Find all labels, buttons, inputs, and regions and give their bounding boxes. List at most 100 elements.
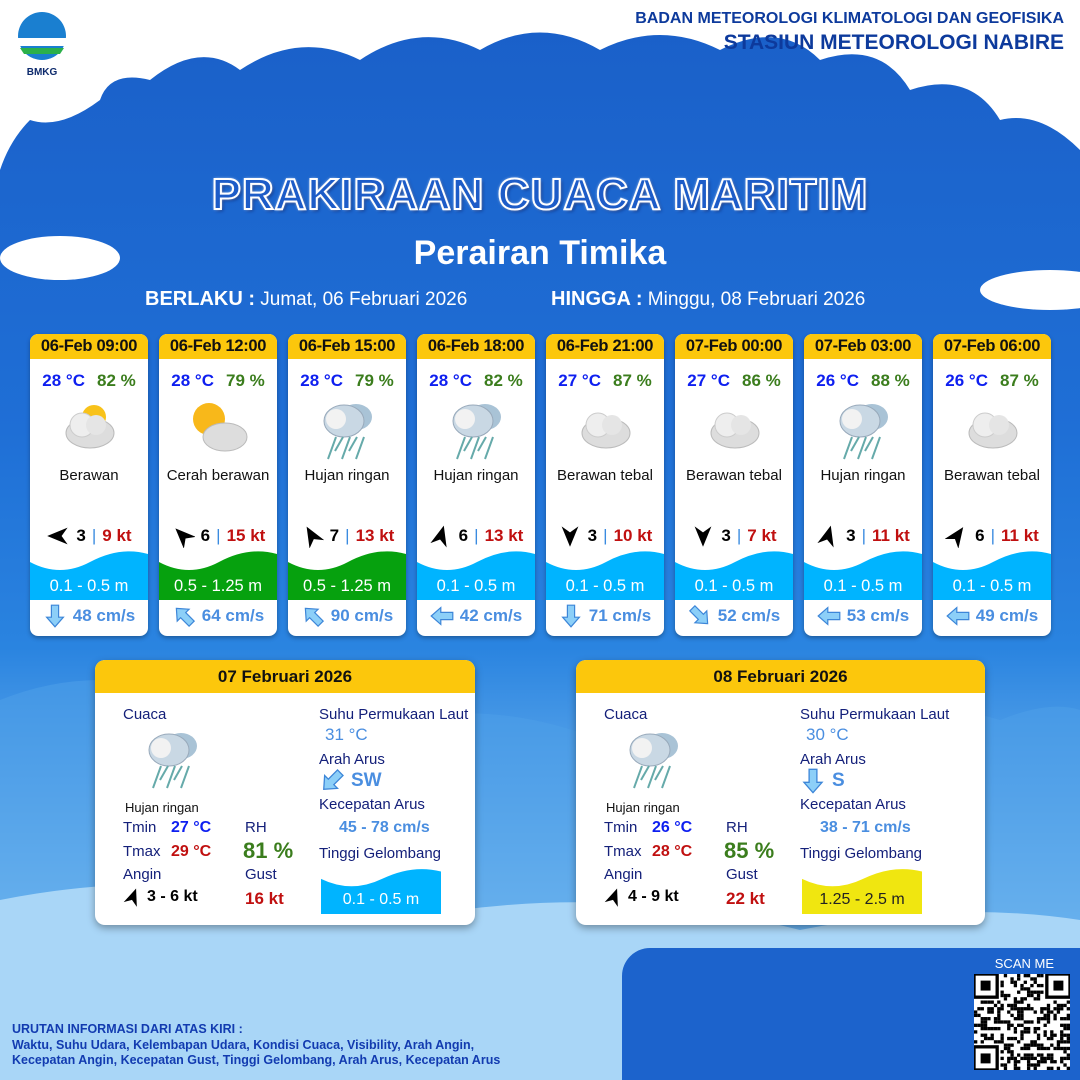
daily-wave: 0.1 - 0.5 m [321,866,441,914]
gust-speed: 15 kt [226,526,266,545]
current-speed-range: 38 - 71 cm/s [820,819,911,836]
agency-name: BADAN METEOROLOGI KLIMATOLOGI DAN GEOFIS… [635,10,1064,27]
wind-direction-icon [561,526,579,547]
tmax-label: Tmax [123,843,161,860]
humidity: 82 % [96,371,136,390]
air-temperature: 28 °C [429,371,472,390]
page-title: PRAKIRAAN CUACA MARITIM [211,169,869,220]
current-speed-range: 45 - 78 cm/s [339,819,430,836]
forecast-time: 07-Feb 06:00 [933,334,1051,359]
wave-height: 0.1 - 0.5 m [417,548,535,600]
humidity: 79 % [225,371,265,390]
humidity: 87 % [612,371,652,390]
current-speed: 90 cm/s [330,606,394,625]
current-dir-label: Arah Arus [319,751,385,768]
current-direction-icon [946,606,970,626]
wave-height-value: 0.1 - 0.5 m [823,577,903,595]
current-speed: 52 cm/s [717,606,781,625]
current-dir-label: Arah Arus [800,751,866,768]
daily-summary: 07 Februari 2026 Cuaca Hujan ringan Tmin… [95,660,475,925]
gust-speed: 9 kt [102,526,132,545]
wave-height-value: 0.5 - 1.25 m [173,577,263,595]
air-temperature: 28 °C [171,371,214,390]
gust-value: 22 kt [726,889,765,908]
weather-label: Cuaca [123,706,167,723]
current-direction-icon [175,607,195,628]
partly-cloudy-sun-icon [65,405,115,449]
footer-legend: URUTAN INFORMASI DARI ATAS KIRI : Waktu,… [12,1022,500,1069]
daily-condition: Hujan ringan [125,800,199,815]
daily-wave: 1.25 - 2.5 m [802,866,922,914]
rh-value: 81 % [243,838,294,863]
rh-label: RH [726,819,748,836]
tmin-label: Tmin [604,819,638,836]
weather-condition: Hujan ringan [820,467,906,484]
humidity: 88 % [870,371,910,390]
wave-shape [804,551,922,600]
humidity: 87 % [999,371,1039,390]
tmin-label: Tmin [123,819,157,836]
wave-shape [933,551,1051,600]
rain-cloud-icon [323,404,372,460]
forecast-card: 07-Feb 00:00 27 °C 86 % Berawan tebal 3 | 7… [675,334,793,636]
gust-speed: 7 kt [747,526,777,545]
wind-direction-icon [817,525,834,548]
daily-summary: 08 Februari 2026 Cuaca Hujan ringan Tmin… [576,660,985,925]
wind-speed: 6 [200,526,211,545]
wind-direction-icon [175,528,195,548]
current-direction-icon [45,604,65,628]
wave-height: 0.1 - 0.5 m [804,548,922,600]
air-temperature: 27 °C [687,371,730,390]
tmax-value: 28 °C [652,843,693,860]
current-direction-icon [561,604,581,628]
rh-label: RH [245,819,267,836]
rh-value: 85 % [724,838,775,863]
air-temperature: 28 °C [300,371,343,390]
logo-text: BMKG [26,67,58,78]
sun-cloud-icon [193,403,248,452]
forecast-time: 06-Feb 21:00 [546,334,664,359]
cloud-icon [710,412,760,449]
forecast-card: 06-Feb 09:00 28 °C 82 % Berawan 3 | 9 kt 0.… [30,334,148,636]
rain-cloud-icon [452,404,501,460]
forecast-card: 06-Feb 18:00 28 °C 82 % Hujan ringan 6 | 13… [417,334,535,636]
forecast-time: 07-Feb 03:00 [804,334,922,359]
qr-code[interactable] [974,974,1070,1070]
wind-speed: 6 [975,526,985,545]
station-name: STASIUN METEOROLOGI NABIRE [723,31,1064,54]
wind-direction-icon [695,526,712,547]
wave-height-value: 0.1 - 0.5 m [565,577,645,595]
daily-date: 08 Februari 2026 [576,660,985,693]
wave-height-value: 0.5 - 1.25 m [302,577,392,595]
wave-height-value: 1.25 - 2.5 m [819,891,905,908]
valid-to-date: Minggu, 08 Februari 2026 [647,289,866,310]
air-temperature: 26 °C [816,371,859,390]
cloud-icon [968,412,1018,449]
wave-height: 0.1 - 0.5 m [30,548,148,600]
wind-direction-icon [430,525,447,548]
wave-height: 0.1 - 0.5 m [933,548,1051,600]
wave-height-value: 0.1 - 0.5 m [342,891,420,908]
wave-shape [802,869,922,914]
wave-shape [417,551,535,600]
wave-shape [288,551,406,600]
valid-to: HINGGA : Minggu, 08 Februari 2026 [551,288,865,311]
wind-label: Angin [604,866,643,883]
forecast-time: 06-Feb 12:00 [159,334,277,359]
current-speed: 71 cm/s [588,606,652,625]
gust-label: Gust [245,866,277,883]
wave-shape [546,551,664,600]
weather-condition: Hujan ringan [433,467,519,484]
cloud-icon [581,412,631,449]
scan-me-label: SCAN ME [994,956,1054,971]
wind-direction-icon [945,527,964,548]
wave-height-value: 0.1 - 0.5 m [436,577,516,595]
wind-range: 4 - 9 kt [628,888,679,905]
current-direction-icon [802,768,824,794]
wind-speed: 3 [846,526,856,545]
valid-from-label: BERLAKU : [145,288,255,310]
footer-title: URUTAN INFORMASI DARI ATAS KIRI : [12,1022,243,1036]
air-temperature: 27 °C [558,371,601,390]
current-direction-icon [817,606,841,626]
wave-shape [321,869,441,914]
